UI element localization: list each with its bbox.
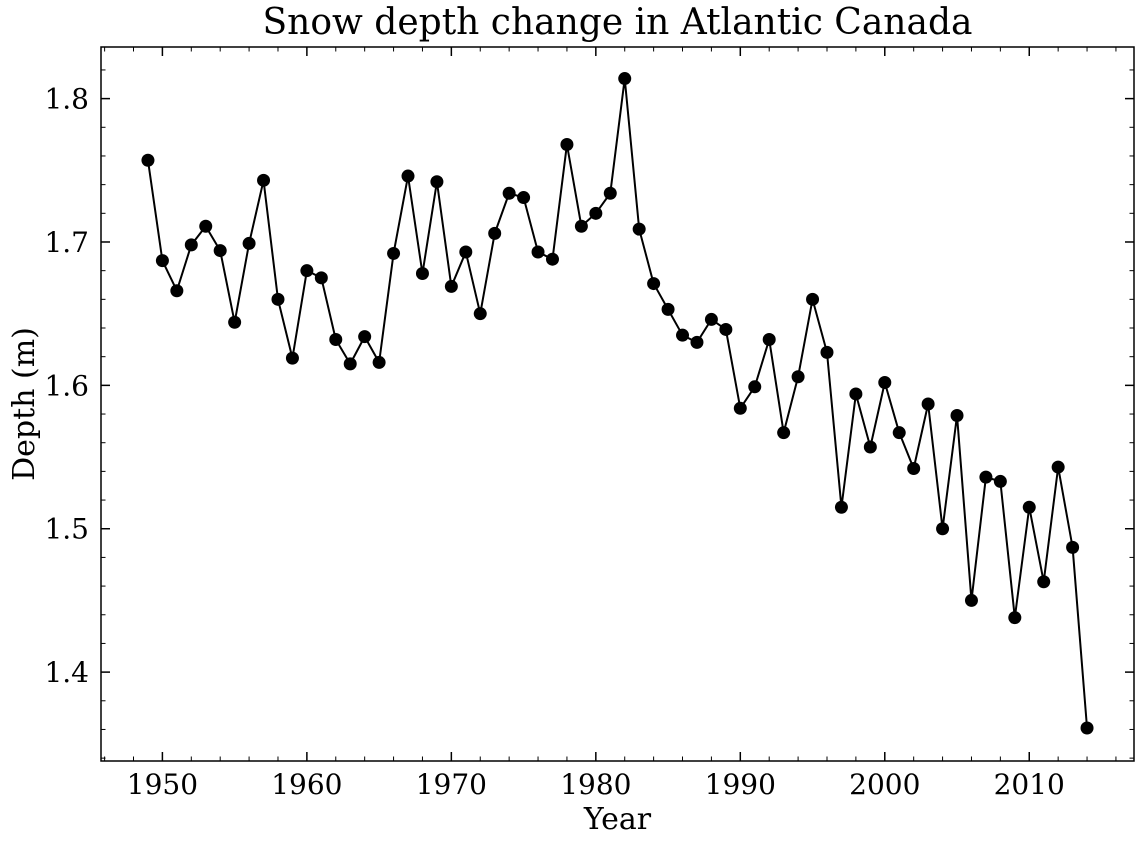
data-point	[560, 137, 574, 151]
data-point	[964, 593, 978, 607]
data-point	[603, 186, 617, 200]
data-point	[632, 222, 646, 236]
y-tick-label: 1.5	[44, 513, 89, 546]
data-point	[531, 245, 545, 259]
data-point	[502, 186, 516, 200]
data-point	[993, 474, 1007, 488]
data-point	[834, 500, 848, 514]
data-point	[892, 426, 906, 440]
data-point	[1037, 575, 1051, 589]
data-point	[459, 245, 473, 259]
data-point	[936, 522, 950, 536]
data-point	[271, 292, 285, 306]
data-point	[1008, 611, 1022, 625]
y-axis-label: Depth (m)	[7, 327, 42, 481]
data-point	[545, 252, 559, 266]
data-point	[329, 332, 343, 346]
data-point	[748, 380, 762, 394]
data-point	[690, 335, 704, 349]
data-point	[314, 271, 328, 285]
data-point	[170, 284, 184, 298]
data-point	[415, 267, 429, 281]
data-point	[213, 244, 227, 258]
data-point	[791, 370, 805, 384]
data-point	[907, 462, 921, 476]
x-tick-label: 1980	[560, 768, 631, 801]
data-point	[184, 238, 198, 252]
data-point	[921, 397, 935, 411]
data-point	[141, 153, 155, 167]
ticks-layer: 1950 1960 1970 1980 1990 2000 2010 1.4 1.5 1.6 1.7…	[44, 47, 1134, 801]
data-point	[820, 345, 834, 359]
data-point	[719, 322, 733, 336]
data-point	[574, 219, 588, 233]
x-tick-label: 1990	[705, 768, 776, 801]
y-tick-label: 1.4	[44, 656, 89, 689]
series-line	[146, 77, 1089, 729]
data-point	[849, 387, 863, 401]
data-point	[589, 206, 603, 220]
series-layer	[141, 72, 1094, 735]
data-point	[444, 279, 458, 293]
data-point	[676, 328, 690, 342]
data-point	[733, 401, 747, 415]
data-point	[979, 470, 993, 484]
data-point	[517, 191, 531, 205]
data-point	[618, 72, 632, 86]
data-point	[242, 236, 256, 250]
data-point	[372, 355, 386, 369]
data-point	[300, 264, 314, 278]
data-point	[257, 173, 271, 187]
data-point	[401, 169, 415, 183]
data-point	[199, 219, 213, 233]
data-point	[473, 307, 487, 321]
data-point	[358, 330, 372, 344]
data-point	[343, 357, 357, 371]
data-point	[1066, 540, 1080, 554]
data-point	[878, 375, 892, 389]
data-point	[285, 351, 299, 365]
data-point	[863, 440, 877, 454]
x-tick-label: 1960	[271, 768, 342, 801]
data-point	[1022, 500, 1036, 514]
data-point	[488, 226, 502, 240]
plot-frame	[100, 46, 1135, 762]
data-point	[1051, 460, 1065, 474]
x-tick-label: 1950	[127, 768, 198, 801]
data-point	[762, 332, 776, 346]
data-point	[1080, 721, 1094, 735]
x-tick-label: 2000	[849, 768, 920, 801]
y-tick-label: 1.7	[44, 226, 89, 259]
x-tick-label: 2010	[994, 768, 1065, 801]
data-point	[387, 246, 401, 260]
data-point	[228, 315, 242, 329]
data-point	[704, 312, 718, 326]
chart-title: Snow depth change in Atlantic Canada	[263, 2, 973, 43]
data-point	[777, 426, 791, 440]
data-point	[950, 408, 964, 422]
data-point	[155, 254, 169, 268]
plot-area	[101, 47, 1134, 761]
data-point	[661, 302, 675, 316]
x-tick-label: 1970	[416, 768, 487, 801]
y-tick-label: 1.8	[44, 83, 89, 116]
y-tick-label: 1.6	[44, 369, 89, 402]
data-point	[647, 277, 661, 291]
data-point	[806, 292, 820, 306]
x-axis-label: Year	[583, 802, 652, 837]
data-point	[430, 175, 444, 189]
